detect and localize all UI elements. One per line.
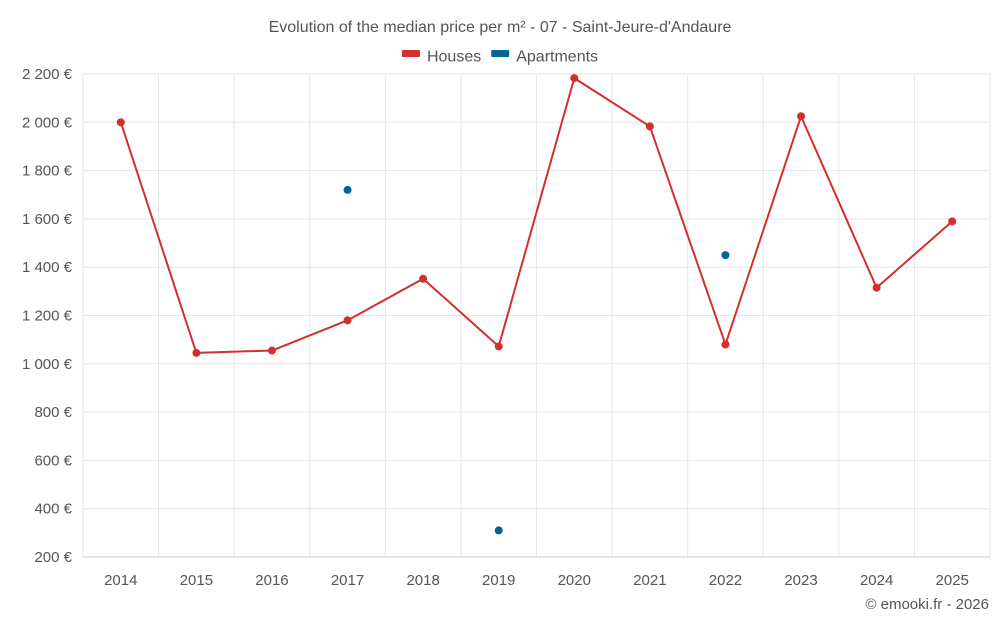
houses-point-2019[interactable]: [494, 342, 503, 351]
x-tick-label: 2018: [406, 572, 439, 589]
x-tick-label: 2021: [633, 572, 666, 589]
y-tick-label: 2 200 €: [22, 66, 73, 83]
x-gridlines: [82, 74, 991, 557]
series-apartments: [343, 185, 730, 535]
x-tick-label: 2023: [784, 572, 817, 589]
y-tick-label: 1 200 €: [22, 308, 73, 325]
y-tick-label: 1 000 €: [22, 356, 73, 373]
houses-point-2016[interactable]: [267, 346, 276, 355]
houses-point-2018[interactable]: [419, 274, 428, 283]
series-houses: [116, 74, 957, 357]
houses-point-2017[interactable]: [343, 316, 352, 325]
x-tick-label: 2025: [936, 572, 969, 589]
y-tick-label: 400 €: [34, 501, 72, 518]
legend-label-apartments[interactable]: Apartments: [516, 49, 598, 66]
y-tick-label: 1 600 €: [22, 211, 73, 228]
legend-swatch-apartments: [491, 50, 510, 57]
apartments-point-2022[interactable]: [721, 251, 730, 260]
houses-point-2025[interactable]: [948, 217, 957, 226]
y-tick-label: 2 000 €: [22, 114, 73, 131]
y-tick-label: 600 €: [34, 452, 72, 469]
x-tick-label: 2016: [255, 572, 288, 589]
credit-text: © emooki.fr - 2026: [865, 596, 989, 613]
chart-title: Evolution of the median price per m² - 0…: [269, 19, 732, 36]
x-axis-tick-labels: 2014 2015 2016 2017 2018 2019 2020 2021 2022 2023…: [104, 572, 969, 589]
x-tick-label: 2022: [709, 572, 742, 589]
legend-item-houses[interactable]: Houses: [401, 49, 481, 66]
legend[interactable]: Houses Apartments: [401, 49, 598, 66]
legend-item-apartments[interactable]: Apartments: [491, 49, 598, 66]
y-tick-label: 800 €: [34, 404, 72, 421]
y-tick-label: 200 €: [34, 549, 72, 566]
houses-point-2015[interactable]: [192, 348, 201, 357]
houses-point-2023[interactable]: [797, 112, 806, 121]
houses-point-2014[interactable]: [116, 118, 125, 127]
apartments-point-2019[interactable]: [494, 526, 503, 535]
y-tick-label: 1 400 €: [22, 259, 73, 276]
y-axis-tick-labels: 200 € 400 € 600 € 800 € 1 000 € 1 200 € 1 400 …: [22, 66, 73, 566]
houses-line: [119, 77, 953, 354]
legend-swatch-houses: [401, 50, 420, 57]
houses-point-2021[interactable]: [645, 122, 654, 131]
series-layer: [116, 74, 957, 535]
x-tick-label: 2014: [104, 572, 137, 589]
y-tick-label: 1 800 €: [22, 163, 73, 180]
x-tick-label: 2017: [331, 572, 364, 589]
x-tick-label: 2019: [482, 572, 515, 589]
x-tick-label: 2015: [180, 572, 213, 589]
apartments-point-2017[interactable]: [343, 185, 352, 194]
legend-label-houses[interactable]: Houses: [427, 49, 481, 66]
houses-point-2020[interactable]: [570, 74, 579, 83]
x-tick-label: 2020: [558, 572, 591, 589]
houses-point-2022[interactable]: [721, 340, 730, 349]
houses-point-2024[interactable]: [872, 283, 881, 292]
x-tick-label: 2024: [860, 572, 893, 589]
